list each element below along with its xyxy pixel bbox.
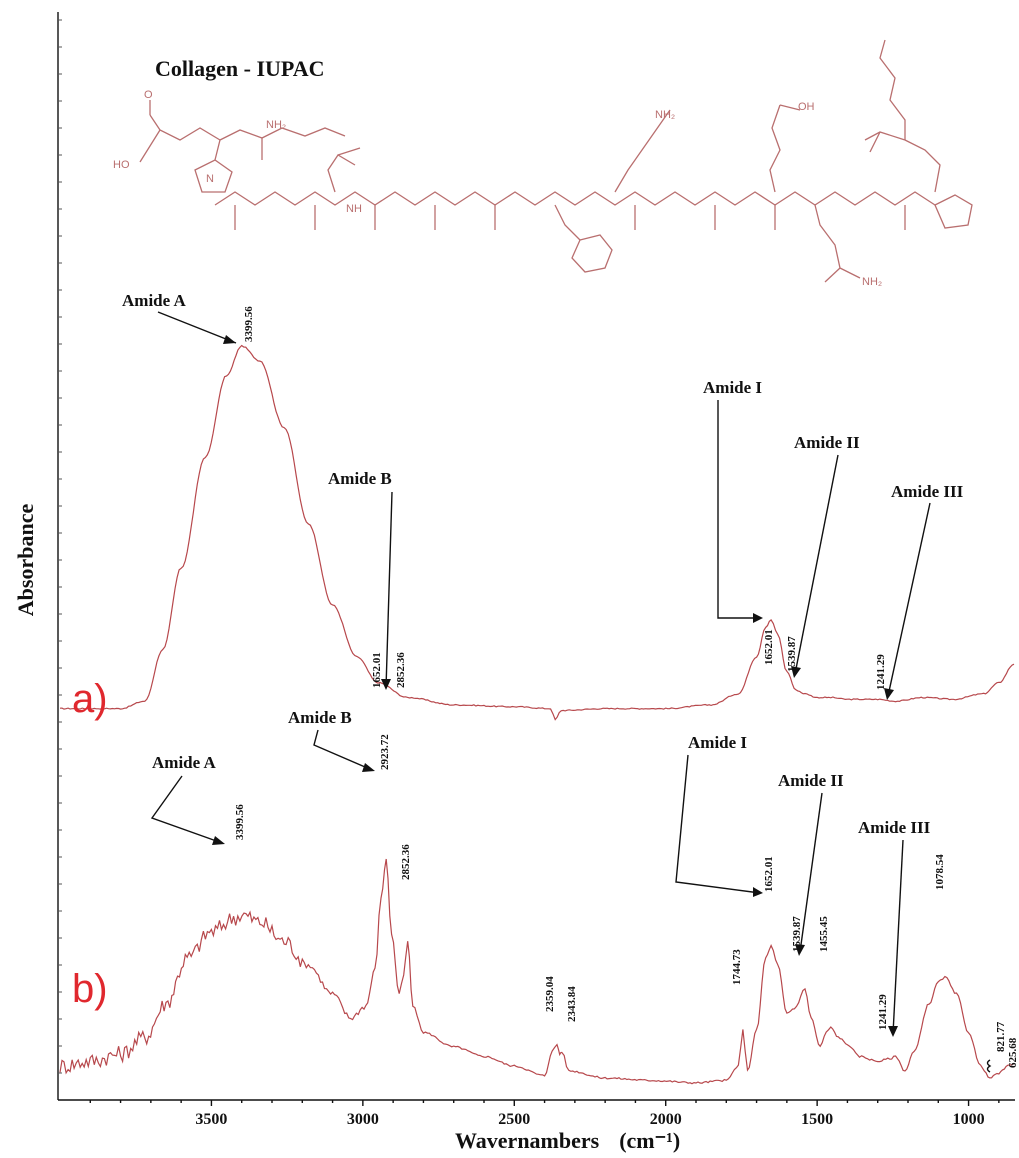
annotation-arrow [385,491,393,689]
spectrum-series-a [59,344,1015,721]
arrow-head [381,679,391,690]
peak-label: 625.68 [1007,1037,1019,1068]
annotation-label: Amide B [328,469,392,488]
peak-label: 1241.29 [875,654,887,690]
arrow-head [795,944,805,956]
x-axis-title: Wavernambers (cm⁻¹) [455,1128,680,1153]
annotation-label: Amide III [891,482,964,501]
peak-label: 2343.84 [566,986,578,1022]
peak-label: 2923.72 [379,734,391,770]
arrow-head [888,1026,898,1037]
x-tick-label: 1500 [801,1111,833,1128]
arrow-head [753,613,763,623]
arrow-head [212,836,225,845]
peak-label: 1078.54 [934,854,946,890]
peak-label: 3399.56 [234,804,246,840]
panel-label-b: b) [72,967,108,1011]
atom-label: OH [798,101,815,113]
annotation-label: Amide B [288,708,352,727]
annotation-arrow [157,311,237,344]
atom-label: NH₂ [266,119,286,131]
peak-label: 1455.45 [818,916,830,952]
x-axis-label: Wavernambers [455,1128,600,1153]
x-axis-unit: (cm⁻¹) [619,1128,680,1153]
atom-label: N [206,173,214,185]
atom-label: NH₂ [655,109,675,121]
annotation-label: Amide I [688,733,747,752]
atom-label: NH [346,203,362,215]
arrow-head [223,335,236,344]
annotation-label: Amide II [778,771,844,790]
peak-label: 821.77 [995,1021,1007,1052]
annotation-label: Amide A [122,291,186,310]
annotation-arrow [717,400,760,619]
arrow-head [791,666,801,678]
peak-label: 2852.36 [400,844,412,880]
peak-label: 1652.01 [371,652,383,688]
peak-label: 1652.01 [763,856,775,892]
x-tick-label: 2000 [650,1111,682,1128]
peak-label: 3399.56 [243,306,255,342]
annotation-arrow [799,792,823,953]
peak-label: 1744.73 [731,949,743,985]
x-tick-label: 1000 [953,1111,985,1128]
spectrum-series-b [59,858,1015,1085]
annotation-label: Amide I [703,378,762,397]
y-axis-minor-ticks [58,19,62,1074]
peak-label: 1539.87 [786,636,798,672]
peak-label: 1241.29 [877,994,889,1030]
panel-label-a: a) [72,677,108,721]
atom-label: O [144,89,153,101]
arrow-head [884,688,894,700]
bracket [986,1059,992,1073]
collagen-structure-drawing: NH₂ HO O N NH OH NH₂ NH₂ [113,39,973,288]
atom-label: HO [113,159,130,171]
annotation-label: Amide III [858,818,931,837]
molecule-title: Collagen - IUPAC [155,56,324,81]
annotation-arrow [675,754,761,894]
annotation-label: Amide II [794,433,860,452]
annotation-arrow [150,775,223,844]
y-axis-title: Absorbance [13,504,38,617]
annotation-arrow [794,454,839,675]
annotation-arrow [892,839,904,1035]
x-tick-label: 2500 [498,1111,530,1128]
annotation-arrow [887,502,931,697]
x-axis-ticks: 3500 3000 2500 2000 1500 1000 [89,1100,1000,1128]
peak-label: 1539.87 [791,916,803,952]
peak-label: 1652.01 [763,629,775,665]
peak-label: 2359.04 [544,976,556,1012]
x-tick-label: 3500 [195,1111,227,1128]
arrow-head [362,763,375,772]
atom-label: NH₂ [862,276,882,288]
arrow-head [753,887,763,897]
annotation-label: Amide A [152,753,216,772]
peak-label: 2852.36 [395,652,407,688]
x-tick-label: 3000 [347,1111,379,1128]
annotation-arrow [313,729,373,771]
